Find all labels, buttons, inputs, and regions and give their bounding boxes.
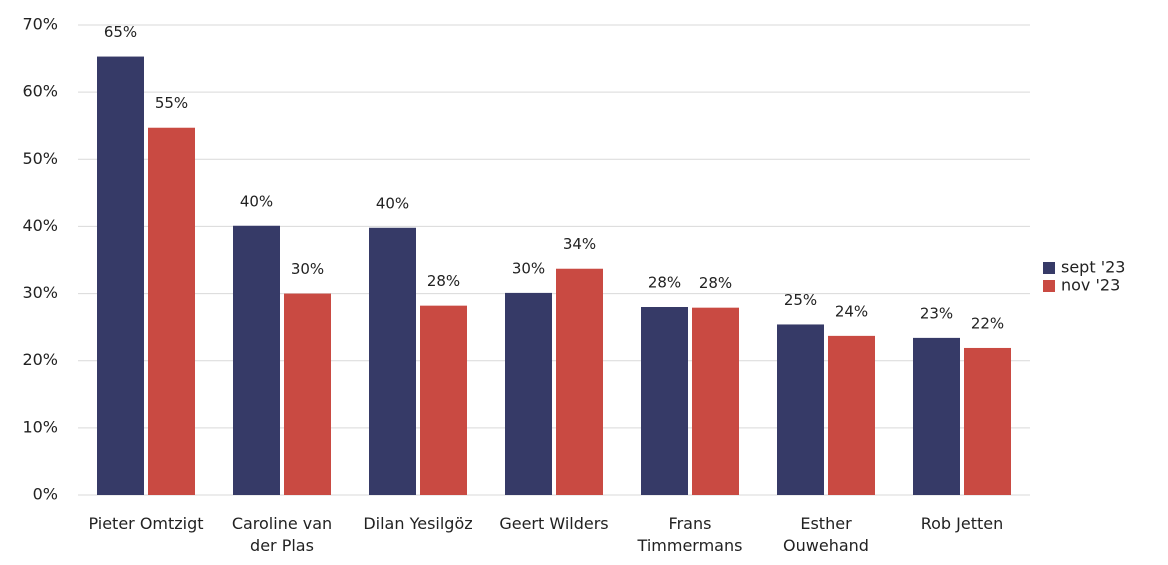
bar: [913, 337, 960, 495]
data-label: 23%: [920, 304, 953, 322]
bar: [964, 347, 1011, 495]
y-tick-label: 60%: [22, 82, 58, 101]
data-label: 40%: [240, 192, 273, 210]
legend-label: nov '23: [1061, 276, 1120, 295]
y-tick-label: 20%: [22, 350, 58, 369]
bar: [692, 307, 739, 495]
data-label: 30%: [291, 260, 324, 278]
bar: [369, 227, 416, 495]
data-label: 24%: [835, 302, 868, 320]
legend-swatch: [1043, 280, 1055, 292]
bar: [233, 225, 280, 495]
data-label: 22%: [971, 314, 1004, 332]
y-tick-label: 40%: [22, 216, 58, 235]
y-tick-label: 10%: [22, 417, 58, 436]
bar: [148, 127, 195, 495]
bar: [284, 293, 331, 495]
x-tick-label: Dilan Yesilgöz: [363, 514, 473, 533]
data-label: 28%: [648, 274, 681, 292]
data-label: 55%: [155, 94, 188, 112]
data-label: 30%: [512, 259, 545, 277]
x-tick-label: Pieter Omtzigt: [88, 514, 204, 533]
legend-swatch: [1043, 262, 1055, 274]
data-label: 28%: [427, 272, 460, 290]
bar: [420, 305, 467, 495]
y-tick-label: 0%: [33, 485, 58, 504]
bar: [97, 56, 144, 496]
bar: [556, 268, 603, 495]
data-label: 34%: [563, 235, 596, 253]
x-tick-label: Caroline van der Plas: [231, 514, 333, 555]
y-tick-label: 30%: [22, 283, 58, 302]
x-tick-label: Esther Ouwehand: [783, 514, 869, 555]
bar: [777, 324, 824, 495]
x-tick-label: Geert Wilders: [499, 514, 609, 533]
data-label: 40%: [376, 194, 409, 212]
bar: [828, 335, 875, 495]
bar: [505, 292, 552, 495]
x-tick-label: Frans Timmermans: [637, 514, 743, 555]
x-tick-label: Rob Jetten: [920, 514, 1004, 533]
y-tick-label: 70%: [22, 15, 58, 34]
legend-label: sept '23: [1061, 258, 1125, 277]
bar: [641, 307, 688, 495]
data-label: 28%: [699, 274, 732, 292]
data-label: 65%: [104, 23, 137, 41]
data-label: 25%: [784, 291, 817, 309]
y-tick-label: 50%: [22, 149, 58, 168]
